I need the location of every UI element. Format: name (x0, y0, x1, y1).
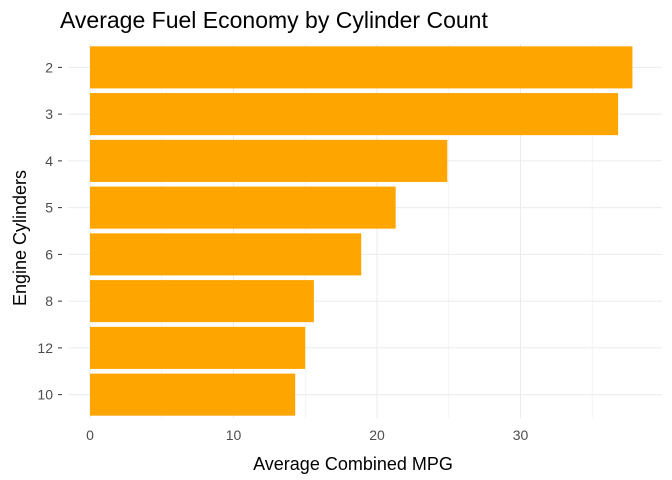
bar-8 (90, 280, 314, 323)
y-tick-label: 6 (45, 246, 53, 262)
x-axis: 0 10 20 30 (86, 427, 528, 443)
y-tick-label: 8 (45, 293, 53, 309)
bar-2 (90, 46, 633, 89)
x-axis-title: Average Combined MPG (253, 454, 453, 474)
bar-3 (90, 93, 619, 136)
y-tick-label: 2 (45, 59, 53, 75)
y-tick-label: 3 (45, 106, 53, 122)
bar-5 (90, 186, 396, 229)
x-tick-label: 30 (513, 427, 529, 443)
bar-6 (90, 233, 362, 276)
y-axis-title: Engine Cylinders (10, 170, 30, 306)
y-tick-label: 12 (37, 340, 53, 356)
chart-title: Average Fuel Economy by Cylinder Count (60, 7, 488, 33)
x-tick-label: 10 (226, 427, 242, 443)
bar-4 (90, 139, 448, 182)
bar-12 (90, 326, 306, 369)
bar-10 (90, 373, 296, 416)
x-tick-label: 20 (369, 427, 385, 443)
x-tick-label: 0 (86, 427, 94, 443)
y-tick-label: 10 (37, 387, 53, 403)
y-axis: 2 3 4 5 6 8 12 10 (37, 59, 62, 403)
y-tick-label: 5 (45, 200, 53, 216)
bars (90, 46, 633, 416)
y-tick-label: 4 (45, 153, 53, 169)
